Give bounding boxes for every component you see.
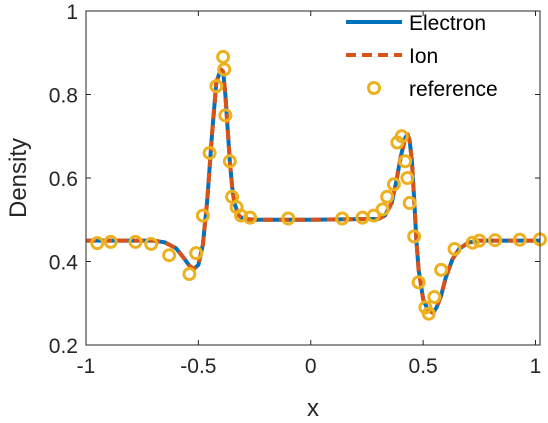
data-point-reference bbox=[218, 108, 233, 123]
y-tick-label: 1 bbox=[66, 1, 78, 24]
legend-label-electron: Electron bbox=[409, 12, 486, 35]
y-tick-label: 0.6 bbox=[49, 168, 78, 191]
data-point-reference bbox=[195, 208, 210, 223]
data-point-reference bbox=[400, 171, 415, 185]
data-point-reference bbox=[281, 211, 296, 226]
y-axis-label: Density bbox=[5, 138, 32, 218]
legend: Electron Ion reference bbox=[346, 12, 498, 101]
data-point-reference bbox=[234, 208, 249, 223]
data-point-reference bbox=[189, 246, 204, 261]
data-point-reference bbox=[434, 262, 449, 277]
data-point-reference bbox=[411, 275, 426, 290]
data-point-reference bbox=[217, 62, 232, 77]
data-point-reference bbox=[386, 177, 401, 192]
data-point-reference bbox=[465, 235, 480, 250]
data-point-reference bbox=[182, 267, 197, 282]
data-point-reference bbox=[90, 236, 105, 251]
data-point-reference bbox=[243, 210, 258, 225]
data-point-reference bbox=[447, 241, 462, 256]
data-point-reference bbox=[128, 234, 143, 249]
x-axis-label: x bbox=[307, 395, 319, 422]
data-point-reference bbox=[335, 211, 350, 226]
data-point-reference bbox=[488, 233, 503, 248]
data-point-reference bbox=[427, 289, 442, 304]
data-point-reference bbox=[209, 79, 224, 94]
legend-label-reference: reference bbox=[409, 78, 498, 101]
data-point-reference bbox=[103, 234, 118, 249]
data-point-reference bbox=[402, 196, 417, 211]
data-point-reference bbox=[222, 154, 237, 169]
data-point-reference bbox=[375, 202, 390, 217]
data-point-reference bbox=[398, 154, 413, 169]
data-point-reference bbox=[216, 49, 231, 64]
y-tick-label: 0.8 bbox=[49, 85, 78, 108]
data-point-reference bbox=[394, 129, 409, 144]
data-point-reference bbox=[144, 236, 159, 251]
x-tick-label: 0.5 bbox=[409, 355, 438, 378]
data-point-reference bbox=[162, 248, 177, 263]
axes-layer: -1 -0.5 0 0.5 1 0.2 0.4 0.6 0.8 1 bbox=[49, 1, 542, 378]
x-tick-label: 0 bbox=[305, 355, 317, 378]
x-tick-label: -0.5 bbox=[180, 355, 216, 378]
plot-marks bbox=[86, 49, 547, 321]
series-line-ion bbox=[86, 67, 540, 315]
legend-label-ion: Ion bbox=[409, 45, 438, 68]
series-line-electron bbox=[86, 67, 540, 315]
y-tick-label: 0.4 bbox=[49, 252, 79, 275]
x-tick-label: -1 bbox=[77, 355, 96, 378]
data-point-reference bbox=[380, 189, 395, 204]
x-tick-label: 1 bbox=[530, 355, 542, 378]
data-point-reference bbox=[512, 232, 527, 247]
data-point-reference bbox=[472, 233, 487, 248]
data-point-reference bbox=[421, 306, 436, 321]
legend-marker-reference bbox=[367, 81, 381, 95]
plot-frame bbox=[85, 10, 541, 346]
y-tick-label: 0.2 bbox=[49, 335, 78, 358]
data-point-reference bbox=[407, 229, 422, 244]
data-point-reference bbox=[366, 208, 381, 223]
data-point-reference bbox=[202, 145, 217, 160]
